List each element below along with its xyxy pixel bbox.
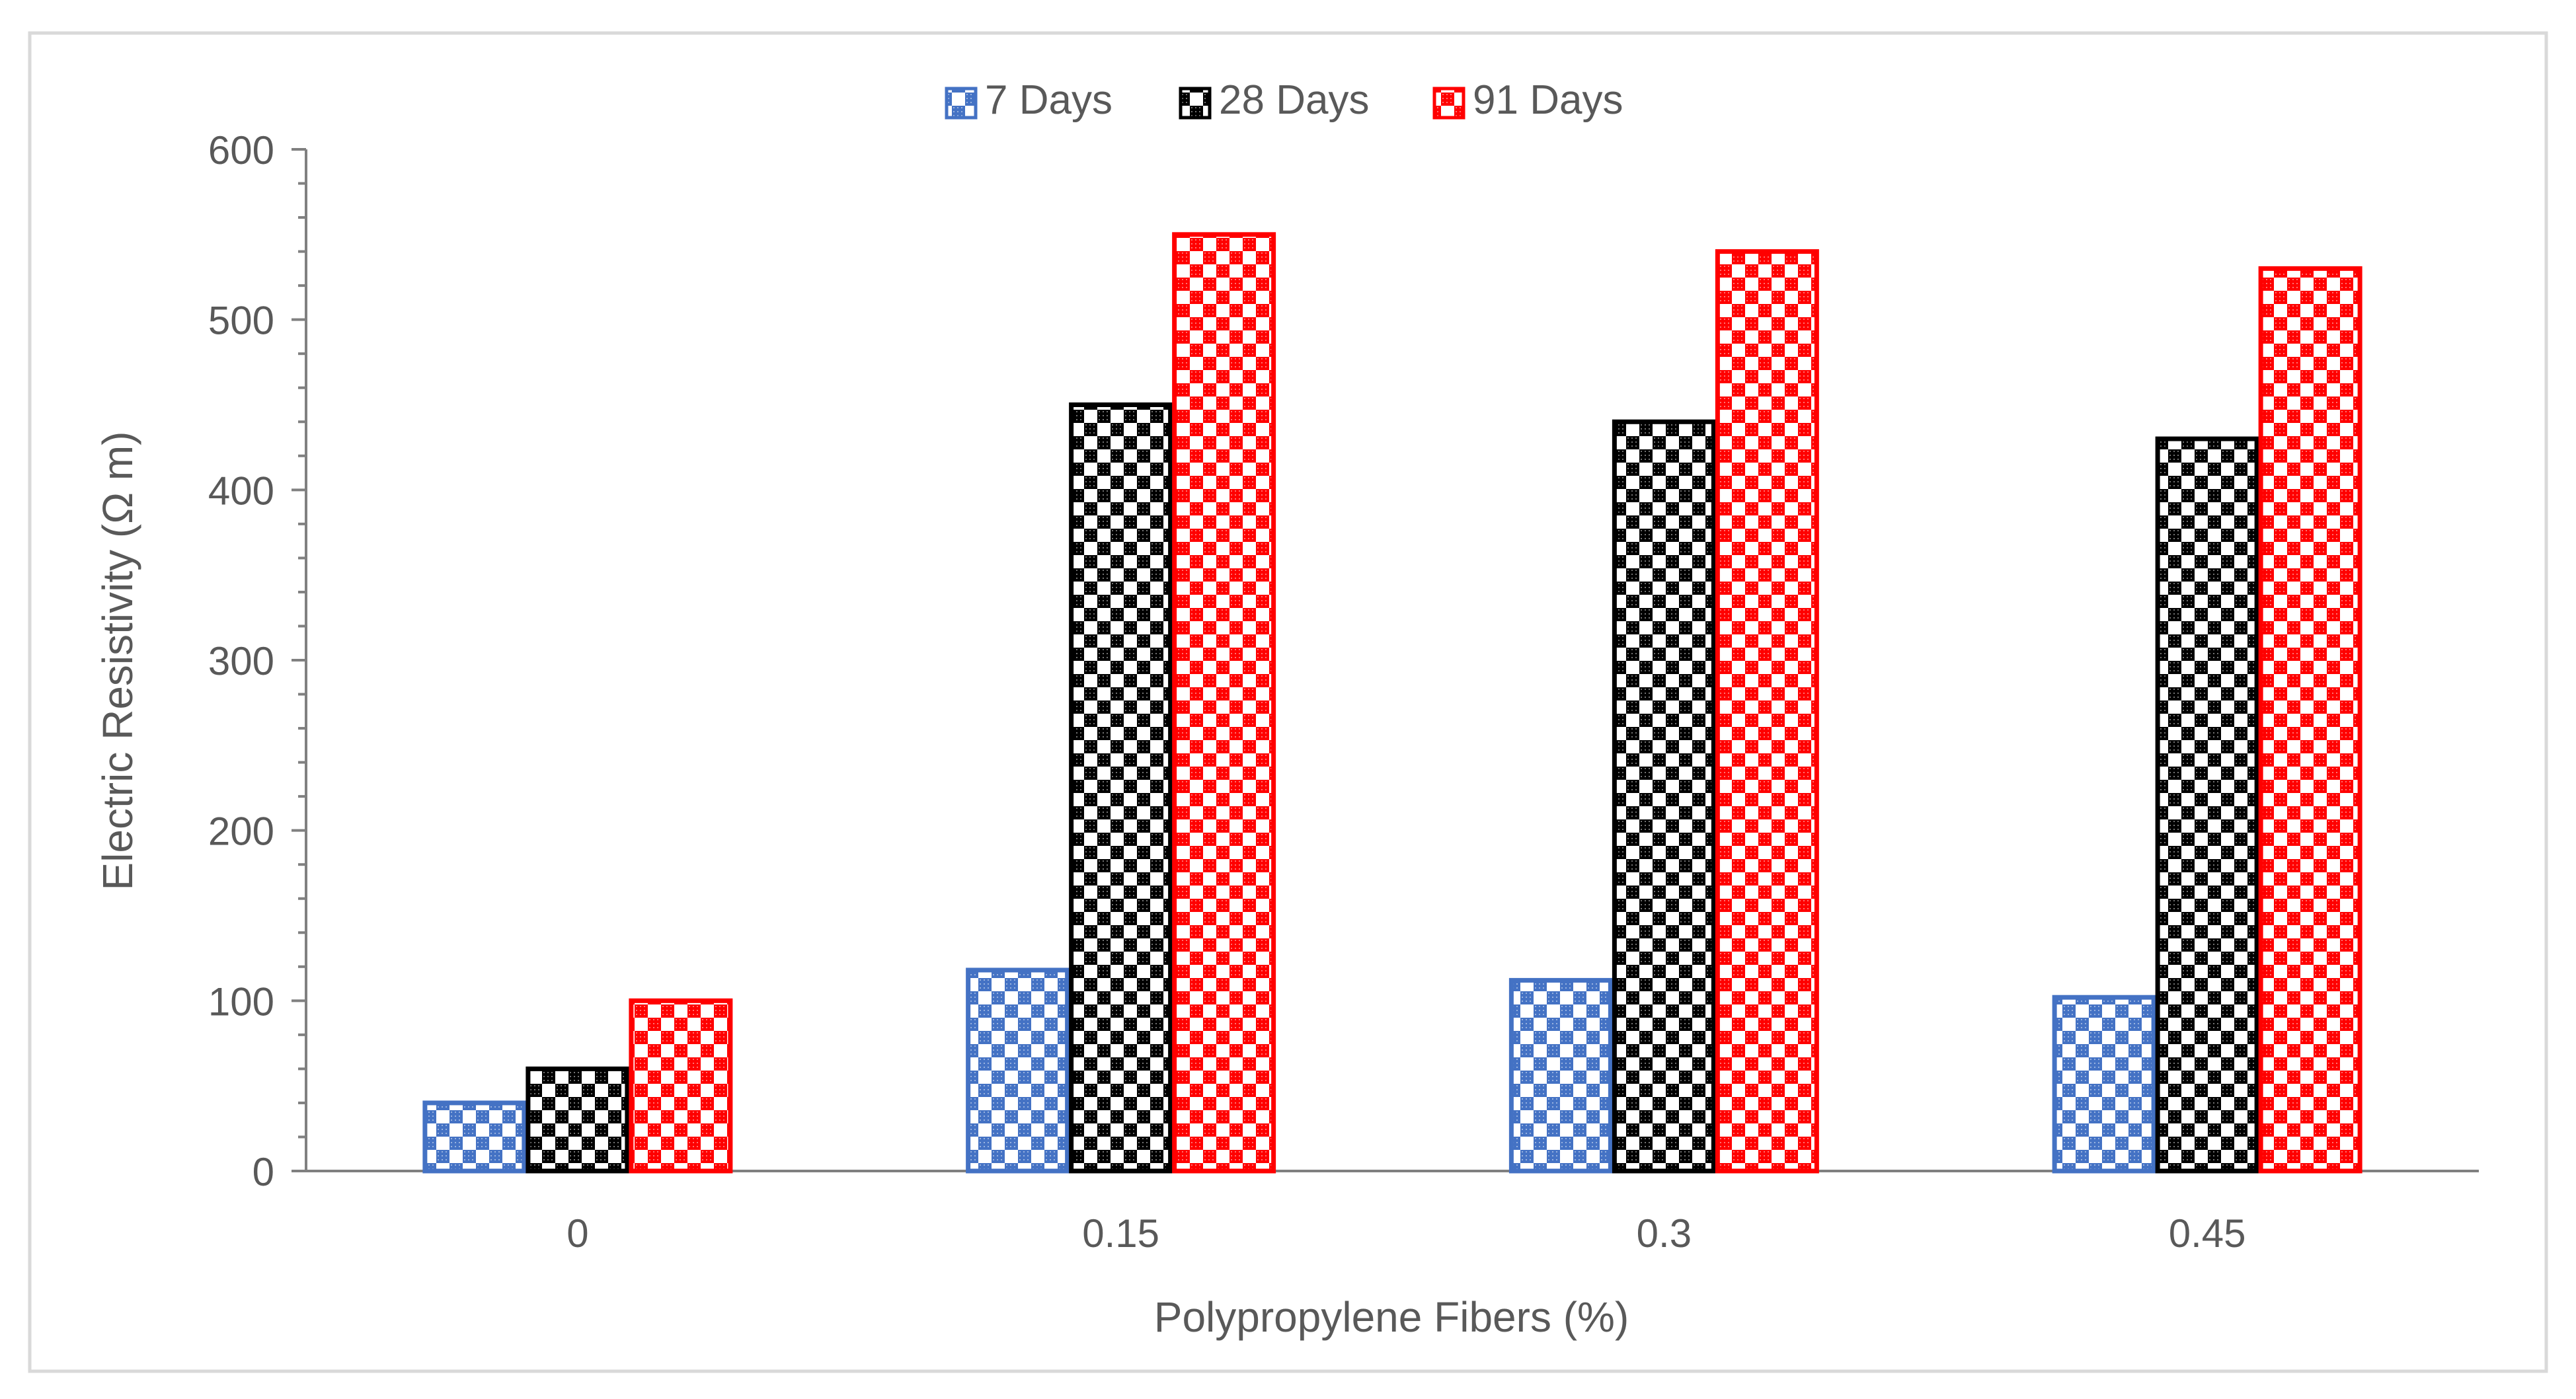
y-tick-label: 200 (208, 810, 274, 854)
x-tick-label: 0.15 (1082, 1211, 1159, 1256)
bar-91-days-0 (629, 998, 733, 1174)
legend-swatch (945, 87, 978, 120)
bar-28-days-0.45 (2155, 436, 2259, 1174)
legend-item-91-days: 91 Days (1432, 77, 1623, 123)
bar-28-days-0.15 (1069, 402, 1173, 1174)
y-tick-label: 600 (208, 128, 274, 172)
legend-swatch (1179, 87, 1212, 120)
legend-label: 7 Days (985, 77, 1112, 123)
x-tick-label: 0.3 (1637, 1211, 1692, 1256)
x-tick-label: 0 (566, 1211, 588, 1256)
legend-label: 91 Days (1473, 77, 1623, 123)
legend: 7 Days 28 Days 91 Days (945, 77, 1623, 123)
bar-7-days-0.3 (1508, 977, 1613, 1174)
y-tick-label: 500 (208, 299, 274, 343)
bar-28-days-0 (526, 1066, 630, 1174)
legend-label: 28 Days (1219, 77, 1369, 123)
legend-item-7-days: 7 Days (945, 77, 1112, 123)
legend-item-28-days: 28 Days (1179, 77, 1369, 123)
x-tick-label: 0.45 (2169, 1211, 2246, 1256)
bar-7-days-0 (422, 1100, 527, 1174)
y-tick-label: 100 (208, 979, 274, 1024)
y-tick-label: 400 (208, 469, 274, 513)
bars (422, 232, 2362, 1174)
bar-91-days-0.45 (2258, 266, 2362, 1174)
bar-7-days-0.45 (2052, 995, 2156, 1174)
y-axis-label: Electric Resistivity (Ω m) (94, 432, 141, 891)
y-tick-label: 300 (208, 639, 274, 683)
y-tick-label: 0 (253, 1150, 274, 1194)
bar-28-days-0.3 (1612, 419, 1716, 1174)
legend-swatch (1432, 87, 1465, 120)
x-axis-label: Polypropylene Fibers (%) (1154, 1293, 1629, 1341)
bar-91-days-0.15 (1172, 232, 1276, 1174)
bar-91-days-0.3 (1715, 249, 1819, 1174)
y-axis: 0 100 200 300 400 500 600 (208, 128, 307, 1194)
bar-7-days-0.15 (966, 967, 1070, 1174)
